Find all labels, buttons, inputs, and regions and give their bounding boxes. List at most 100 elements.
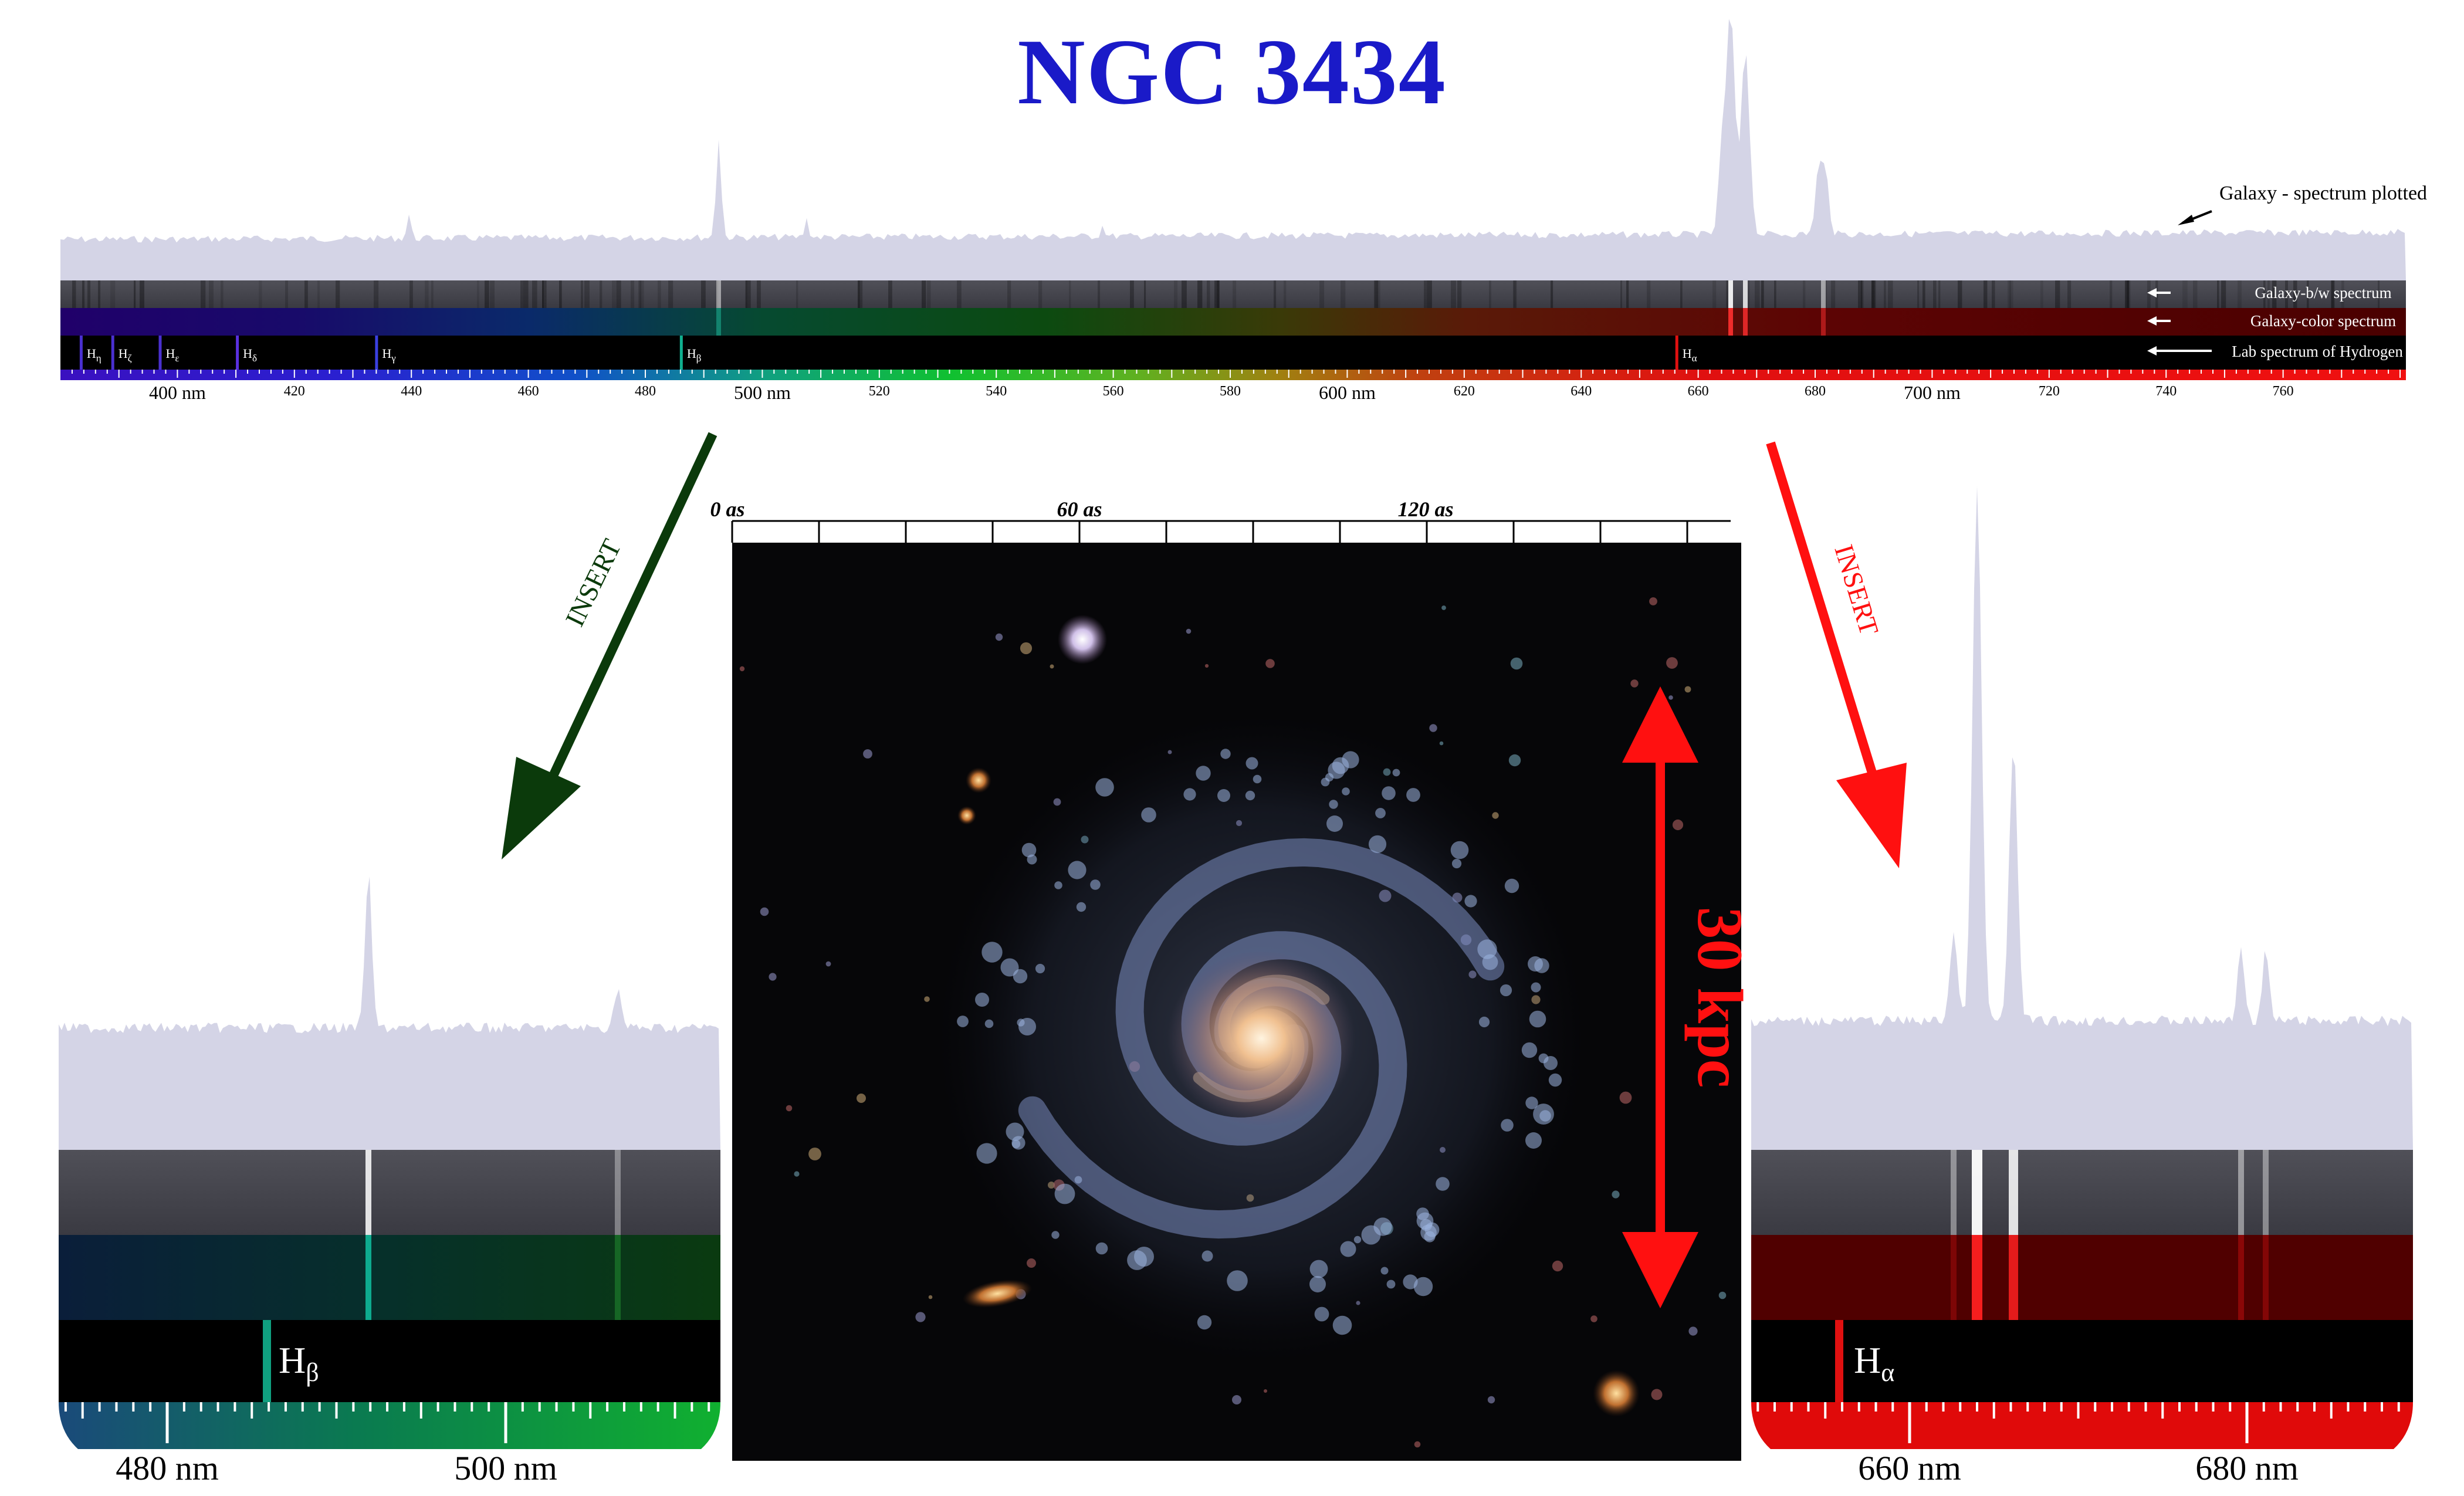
bw-absorption-feature [638, 280, 642, 308]
insert-tick-label: 480 nm [116, 1449, 219, 1487]
color-emission-line [2238, 1235, 2244, 1320]
bw-absorption-feature [1923, 280, 1925, 308]
left-color-strip [59, 1235, 720, 1320]
top-color-strip [60, 308, 2406, 336]
star-forming-knot [1329, 800, 1338, 809]
star-forming-knot [1090, 879, 1101, 890]
field-star [1204, 664, 1209, 668]
bw-absorption-feature [520, 280, 523, 308]
star-forming-knot [1076, 902, 1087, 912]
foreground-star-small [966, 767, 991, 793]
size-label: 30 kpc [1684, 907, 1756, 1088]
star-forming-knot [1500, 984, 1512, 997]
star-forming-knot [1406, 788, 1420, 802]
bw-absorption-feature [2193, 280, 2198, 308]
bw-absorption-feature [1861, 280, 1864, 308]
field-star [1666, 657, 1678, 669]
page-title: NGC 3434 [1017, 19, 1447, 124]
bw-absorption-feature [584, 280, 590, 308]
field-star [1612, 1190, 1620, 1199]
bw-absorption-feature [2293, 280, 2297, 308]
galaxy-image [732, 543, 1741, 1461]
field-star [1590, 1315, 1597, 1322]
field-star [739, 666, 745, 672]
size-bar [1622, 686, 1698, 1308]
star-forming-knot [1373, 1217, 1392, 1236]
minor-tick-label: 760 [2273, 384, 2294, 399]
bw-absorption-feature [2182, 280, 2188, 308]
bw-absorption-feature [1514, 280, 1516, 308]
foreground-star-orange [1593, 1370, 1640, 1417]
star-forming-knot [1227, 1270, 1248, 1291]
hydrogen-line-marker [111, 336, 114, 370]
bw-absorption-feature [110, 280, 116, 308]
bw-absorption-feature [2285, 280, 2288, 308]
bw-absorption-feature [631, 280, 635, 308]
star-forming-knot [1134, 1247, 1154, 1267]
right-spectrum-profile [1751, 486, 2413, 1150]
hydrogen-line-marker [1675, 336, 1678, 370]
bw-absorption-feature [1551, 280, 1553, 308]
angular-scale: 0 as 60 as 120 as [710, 497, 1731, 543]
bw-absorption-feature [2127, 280, 2131, 308]
bw-absorption-feature [1984, 280, 1988, 308]
hydrogen-line-label: Hγ [382, 346, 396, 364]
background-galaxy [962, 1279, 1033, 1308]
bw-absorption-feature [1144, 280, 1146, 308]
star-forming-knot [1314, 1307, 1329, 1322]
star-forming-knot [1477, 939, 1497, 959]
bw-emission-line [1821, 280, 1826, 308]
major-tick-label: 700 nm [1904, 382, 1961, 403]
right-halpha-line [1835, 1320, 1843, 1402]
star-forming-knot [984, 1019, 994, 1028]
star-forming-knot [1539, 1110, 1551, 1122]
bw-emission-line [2263, 1150, 2269, 1235]
right-bw-strip [1751, 1150, 2413, 1235]
right-bw-emission-lines [1951, 1150, 2269, 1235]
bw-absorption-feature [1007, 280, 1011, 308]
star-forming-knot [1451, 858, 1462, 869]
bw-absorption-feature [858, 280, 863, 308]
bw-absorption-feature [888, 280, 892, 308]
angular-scale-ticks [731, 521, 1688, 543]
bw-absorption-feature [2331, 280, 2334, 308]
left-spectrum-profile [59, 876, 720, 1150]
bw-absorption-feature [1069, 280, 1071, 308]
bw-absorption-feature [2238, 280, 2242, 308]
star-forming-knot [1501, 1119, 1514, 1132]
right-scale-ticks: 660 nm 680 nm [1756, 1402, 2400, 1487]
field-star [1688, 1326, 1698, 1336]
star-forming-knot [1021, 842, 1037, 858]
right-insert-arrow [1766, 441, 1907, 868]
bw-absorption-feature [2040, 280, 2043, 308]
field-star [863, 749, 872, 759]
star-forming-knot [1220, 749, 1231, 759]
bw-absorption-feature [796, 280, 798, 308]
bw-absorption-feature [1233, 280, 1237, 308]
field-star [1510, 657, 1523, 670]
bw-absorption-feature [98, 280, 101, 308]
bw-absorption-feature [542, 280, 544, 308]
star-forming-knot [1332, 757, 1349, 774]
minor-tick-label: 480 [635, 384, 656, 399]
bw-absorption-feature [1375, 280, 1380, 308]
annotation-spectrum-plotted: Galaxy - spectrum plotted [2219, 182, 2427, 204]
bw-absorption-feature [1217, 280, 1220, 308]
star-forming-knot [1309, 1276, 1326, 1292]
bw-absorption-feature [285, 280, 288, 308]
star-forming-knot [1217, 789, 1230, 802]
bw-absorption-feature [927, 280, 931, 308]
star-forming-knot [1531, 982, 1541, 993]
top-scale-ticks: 400 nm 500 nm 600 nm 700 nm 420 440 460 480 520 5… [71, 370, 2401, 403]
minor-tick-label: 640 [1571, 384, 1592, 399]
field-star [1672, 819, 1684, 831]
bw-absorption-feature [490, 280, 495, 308]
star-forming-knot [1525, 1132, 1542, 1149]
hydrogen-line-marker [79, 336, 83, 370]
star-forming-knot [1141, 807, 1156, 823]
bw-absorption-feature [374, 280, 379, 308]
bw-absorption-feature [87, 280, 91, 308]
hydrogen-line-label: Hε [165, 346, 179, 364]
bw-absorption-feature [134, 280, 136, 308]
right-halpha-label: Hα [1854, 1339, 1894, 1387]
